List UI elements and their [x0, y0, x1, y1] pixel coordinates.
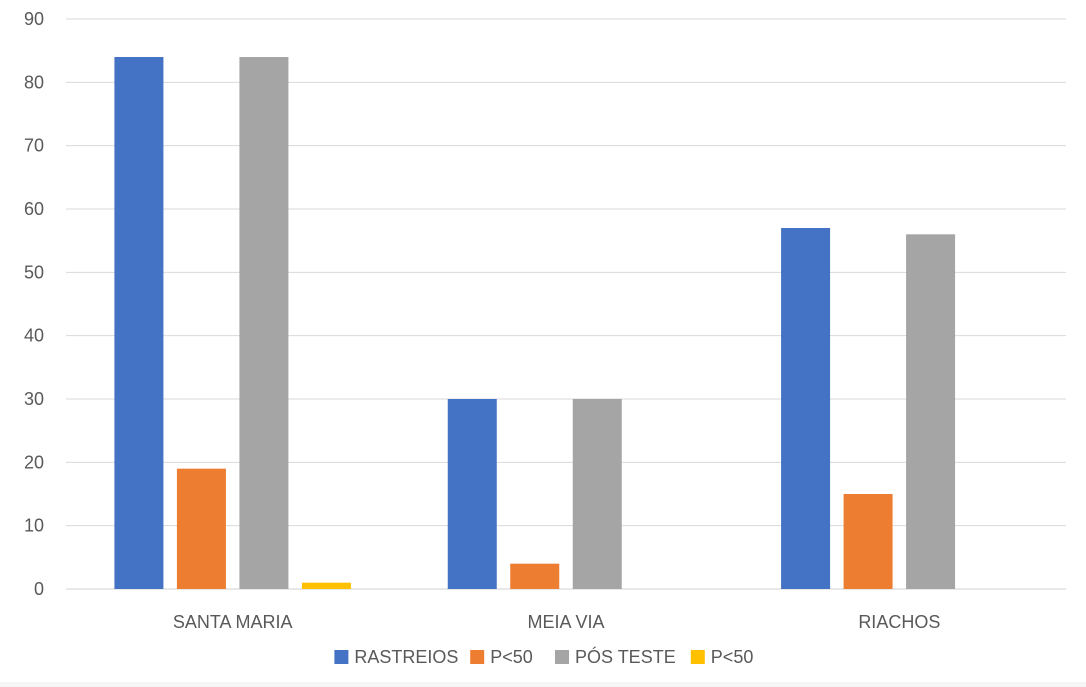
- bar-riachos-series-1: [781, 228, 831, 589]
- legend-swatch-4: [690, 650, 705, 664]
- y-tick-label-40: 40: [24, 326, 44, 346]
- bar-santa-maria-series-4: [301, 582, 351, 589]
- y-tick-label-90: 90: [24, 9, 44, 29]
- y-tick-label-60: 60: [24, 199, 44, 219]
- bar-santa-maria-series-1: [114, 57, 164, 589]
- y-axis-tick-labels: 0 10 20 30 40 50 60 70 80 90: [24, 9, 44, 599]
- legend-label-3: PÓS TESTE: [575, 646, 676, 667]
- bar-santa-maria-series-2: [176, 468, 226, 589]
- category-label-santa-maria: SANTA MARIA: [173, 612, 293, 632]
- bar-riachos-series-3: [906, 234, 956, 590]
- y-tick-label-0: 0: [34, 579, 44, 599]
- legend-label-1: RASTREIOS: [354, 647, 458, 667]
- x-axis-category-labels: SANTA MARIA MEIA VIA RIACHOS: [173, 612, 941, 632]
- category-label-meia-via: MEIA VIA: [527, 612, 604, 632]
- legend-swatch-3: [555, 650, 569, 664]
- bar-meia-via-series-3: [572, 399, 622, 589]
- y-tick-label-20: 20: [24, 452, 44, 472]
- y-tick-label-70: 70: [24, 136, 44, 156]
- legend: RASTREIOS P<50 PÓS TESTE P<50: [334, 646, 753, 667]
- y-tick-label-10: 10: [24, 516, 44, 536]
- gridlines: [66, 18, 1066, 590]
- y-tick-label-30: 30: [24, 389, 44, 409]
- bar-santa-maria-series-3: [239, 57, 289, 589]
- bar-riachos-series-2: [843, 494, 893, 589]
- y-tick-label-50: 50: [24, 262, 44, 282]
- legend-swatch-1: [334, 650, 349, 664]
- legend-label-2: P<50: [490, 647, 533, 667]
- legend-swatch-2: [470, 650, 485, 664]
- bar-meia-via-series-1: [447, 399, 497, 589]
- bars: [114, 57, 956, 590]
- legend-label-4: P<50: [711, 647, 754, 667]
- bar-meia-via-series-2: [510, 563, 560, 589]
- y-tick-label-80: 80: [24, 72, 44, 92]
- category-label-riachos: RIACHOS: [858, 612, 940, 632]
